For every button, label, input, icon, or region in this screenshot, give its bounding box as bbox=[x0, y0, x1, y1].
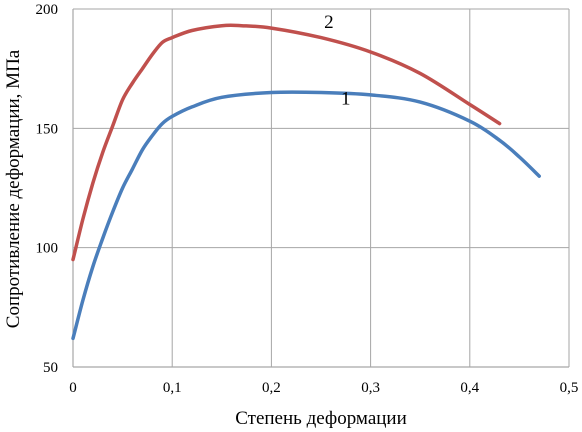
x-tick-label: 0,4 bbox=[460, 380, 479, 396]
y-axis-title: Сопротивление деформации, МПа bbox=[3, 49, 24, 328]
series-2-label: 2 bbox=[324, 12, 334, 33]
x-tick-label: 0,5 bbox=[560, 380, 579, 396]
series-labels: 12 bbox=[324, 12, 350, 109]
x-tick-label: 0 bbox=[69, 380, 77, 396]
y-tick-label: 150 bbox=[36, 121, 59, 137]
axes bbox=[72, 9, 569, 368]
x-tick-label: 0,3 bbox=[361, 380, 380, 396]
series-2-line bbox=[71, 23, 502, 262]
grid bbox=[73, 8, 570, 367]
x-axis-title: Степень деформации bbox=[235, 408, 407, 429]
tick-labels: 0 0,1 0,2 0,3 0,4 0,5 50 100 150 200 bbox=[36, 2, 579, 396]
y-tick-label: 200 bbox=[36, 2, 59, 18]
series-1-label: 1 bbox=[341, 88, 351, 109]
y-tick-label: 100 bbox=[36, 241, 59, 257]
series-1-line bbox=[71, 90, 541, 341]
x-tick-label: 0,1 bbox=[163, 380, 182, 396]
series-lines bbox=[71, 23, 541, 341]
x-tick-label: 0,2 bbox=[262, 380, 281, 396]
y-tick-label: 50 bbox=[43, 360, 58, 376]
